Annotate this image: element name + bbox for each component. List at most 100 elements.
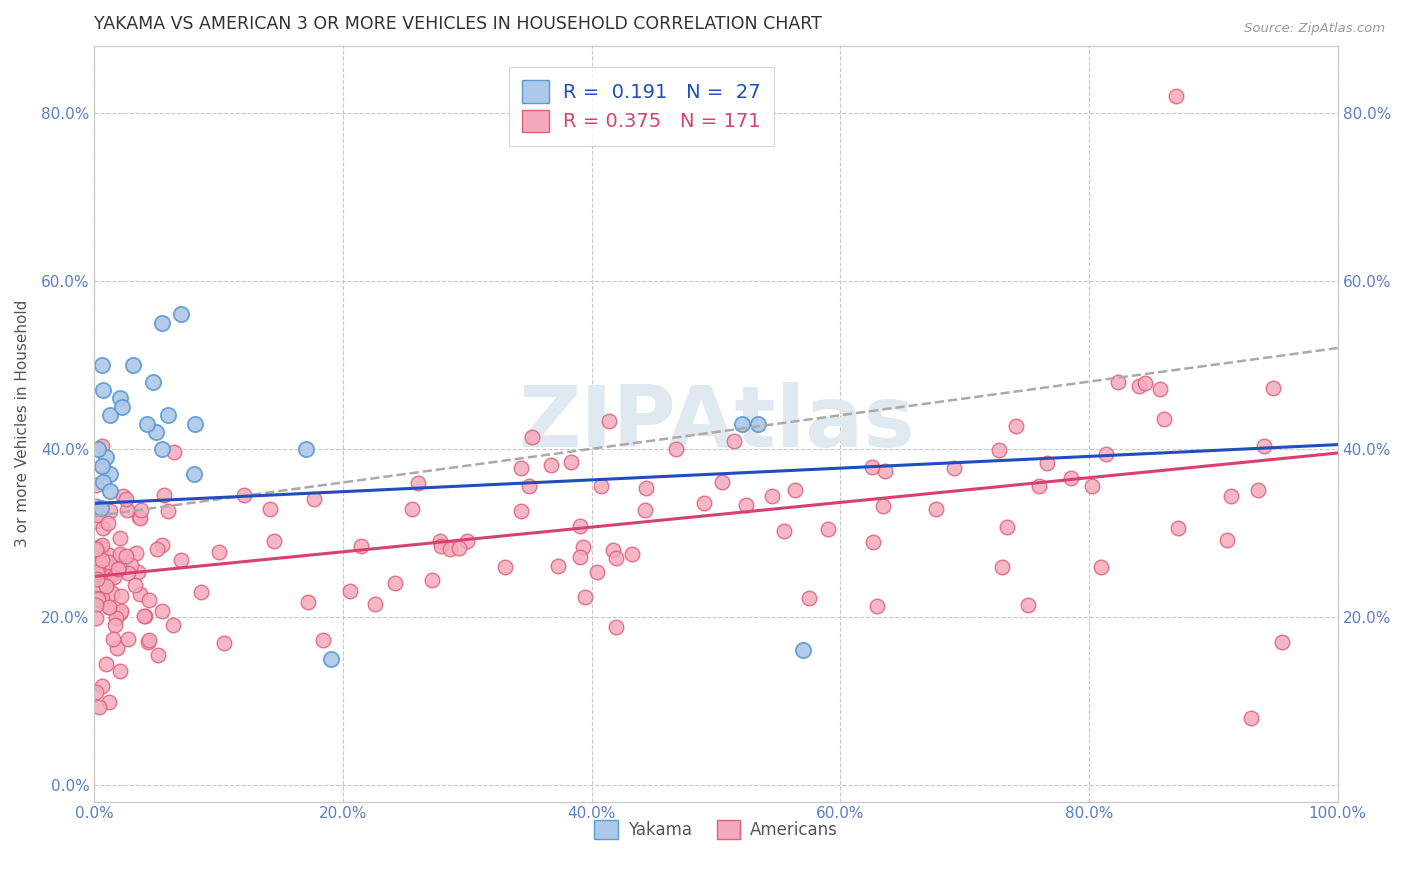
Point	[1239, 710, 1261, 724]
Point	[1095, 447, 1118, 461]
Point	[184, 417, 207, 431]
Point	[107, 562, 129, 576]
Point	[1253, 438, 1275, 452]
Point	[108, 559, 131, 574]
Point	[96, 579, 118, 593]
Point	[586, 565, 609, 579]
Point	[84, 567, 107, 582]
Point	[995, 520, 1018, 534]
Point	[150, 538, 173, 552]
Point	[710, 475, 733, 489]
Point	[86, 572, 108, 586]
Point	[339, 584, 361, 599]
Point	[117, 632, 139, 646]
Point	[991, 559, 1014, 574]
Point	[84, 502, 107, 516]
Point	[84, 543, 107, 558]
Point	[104, 557, 127, 571]
Point	[91, 521, 114, 535]
Point	[162, 618, 184, 632]
Point	[1080, 479, 1102, 493]
Point	[620, 547, 643, 561]
Point	[384, 576, 406, 591]
Point	[90, 553, 112, 567]
Point	[797, 591, 820, 606]
Point	[1149, 382, 1171, 396]
Point	[84, 499, 107, 513]
Point	[87, 591, 110, 606]
Point	[86, 565, 108, 579]
Point	[510, 461, 533, 475]
Point	[1263, 381, 1285, 395]
Point	[98, 600, 121, 615]
Point	[510, 504, 533, 518]
Point	[91, 358, 114, 372]
Point	[94, 657, 117, 671]
Point	[1028, 479, 1050, 493]
Point	[91, 679, 114, 693]
Text: ZIPAtlas: ZIPAtlas	[517, 382, 914, 465]
Point	[145, 542, 167, 557]
Point	[117, 566, 139, 580]
Point	[87, 540, 110, 554]
Point	[439, 541, 461, 556]
Point	[84, 611, 107, 625]
Point	[132, 609, 155, 624]
Point	[111, 400, 134, 414]
Point	[591, 479, 613, 493]
Point	[792, 643, 814, 657]
Point	[91, 459, 114, 474]
Point	[90, 541, 112, 555]
Point	[87, 442, 110, 456]
Point	[90, 500, 112, 515]
Point	[605, 620, 627, 634]
Point	[108, 548, 131, 562]
Point	[84, 598, 107, 612]
Point	[115, 503, 138, 517]
Point	[350, 539, 373, 553]
Point	[98, 483, 121, 498]
Point	[84, 478, 107, 492]
Point	[124, 578, 146, 592]
Point	[110, 392, 132, 406]
Point	[447, 541, 470, 555]
Point	[212, 636, 235, 650]
Point	[97, 555, 120, 569]
Point	[232, 488, 254, 502]
Point	[98, 548, 121, 562]
Point	[120, 558, 142, 573]
Point	[101, 632, 124, 646]
Point	[105, 641, 128, 656]
Point	[97, 516, 120, 530]
Point	[97, 599, 120, 614]
Point	[866, 599, 889, 613]
Point	[105, 558, 128, 573]
Point	[150, 442, 173, 456]
Point	[574, 590, 596, 604]
Point	[1153, 412, 1175, 426]
Point	[943, 461, 966, 475]
Point	[153, 488, 176, 502]
Point	[1005, 418, 1028, 433]
Point	[163, 444, 186, 458]
Point	[91, 383, 114, 397]
Point	[925, 502, 948, 516]
Point	[665, 442, 688, 457]
Point	[1167, 521, 1189, 535]
Point	[208, 545, 231, 559]
Point	[693, 496, 716, 510]
Point	[84, 514, 107, 528]
Point	[156, 503, 179, 517]
Point	[761, 489, 783, 503]
Y-axis label: 3 or more Vehicles in Household: 3 or more Vehicles in Household	[15, 300, 30, 548]
Point	[127, 565, 149, 579]
Point	[96, 575, 118, 590]
Point	[1271, 635, 1294, 649]
Point	[138, 593, 160, 607]
Point	[429, 539, 451, 553]
Point	[572, 540, 595, 554]
Point	[129, 510, 152, 524]
Point	[1247, 483, 1270, 497]
Point	[872, 499, 894, 513]
Point	[517, 479, 540, 493]
